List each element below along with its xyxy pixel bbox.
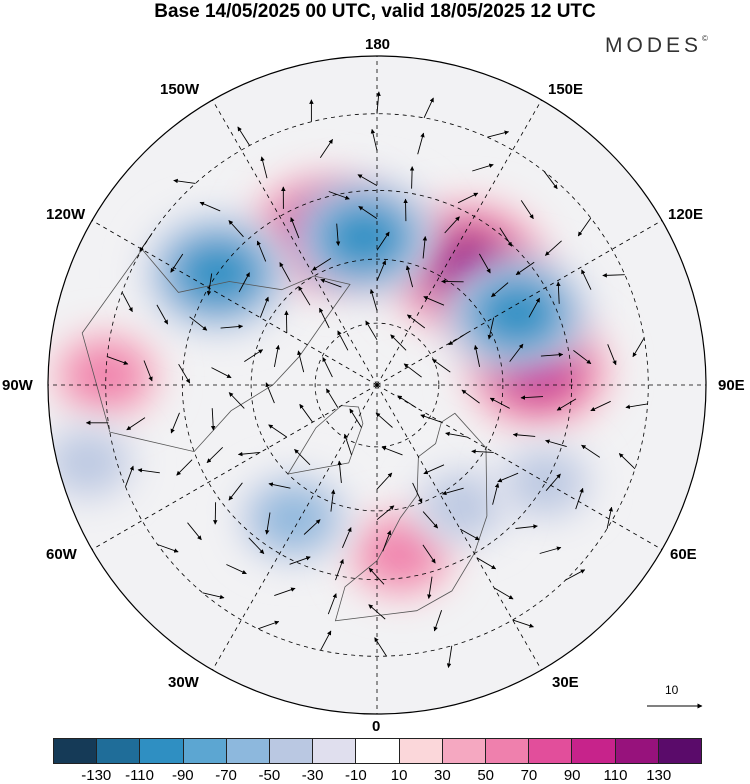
colorbar-tick-label: 70 bbox=[521, 767, 538, 784]
colorbar-tick-label: -130 bbox=[81, 767, 111, 784]
colorbar-tick-label: 90 bbox=[564, 767, 581, 784]
colorbar-bin-4 bbox=[227, 739, 270, 763]
reference-vector-label: 10 bbox=[665, 683, 678, 697]
lon-label-60w: 60W bbox=[46, 546, 77, 564]
anomaly-center-9 bbox=[414, 467, 511, 545]
colorbar-tick-label: -50 bbox=[258, 767, 280, 784]
colorbar-bin-2 bbox=[140, 739, 183, 763]
lon-label-0: 0 bbox=[372, 718, 380, 736]
lon-label-120e: 120E bbox=[668, 206, 703, 224]
colorbar-tick-label: 30 bbox=[434, 767, 451, 784]
lon-label-60e: 60E bbox=[670, 546, 697, 564]
anomaly-center-5 bbox=[287, 175, 440, 299]
colorbar-tick-label: -10 bbox=[345, 767, 367, 784]
colorbar-tick-label: 50 bbox=[477, 767, 494, 784]
colorbar-bin-0 bbox=[54, 739, 97, 763]
colorbar-tick-label: 130 bbox=[646, 767, 671, 784]
colorbar-bin-6 bbox=[313, 739, 356, 763]
colorbar-bin-11 bbox=[529, 739, 572, 763]
colorbar-bin-13 bbox=[616, 739, 659, 763]
lon-label-90e: 90E bbox=[718, 377, 745, 395]
colorbar-tick-label: -110 bbox=[125, 767, 154, 784]
colorbar-bin-14 bbox=[659, 739, 701, 763]
anomaly-center-8 bbox=[236, 472, 352, 566]
colorbar-tick-label: -30 bbox=[302, 767, 324, 784]
lon-label-150e: 150E bbox=[548, 81, 583, 99]
colorbar-tick-label: 110 bbox=[603, 767, 627, 784]
anomaly-center-6 bbox=[440, 252, 593, 376]
colorbar-bin-5 bbox=[270, 739, 313, 763]
anomaly-center-3 bbox=[48, 329, 164, 423]
colorbar-bin-8 bbox=[400, 739, 443, 763]
colorbar-bin-1 bbox=[97, 739, 140, 763]
colorbar-bin-3 bbox=[184, 739, 227, 763]
lon-label-30e: 30E bbox=[552, 674, 579, 692]
lon-label-120w: 120W bbox=[46, 206, 85, 224]
colorbar-bin-12 bbox=[572, 739, 615, 763]
lon-label-150w: 150W bbox=[160, 81, 199, 99]
lon-label-180: 180 bbox=[365, 36, 390, 54]
colorbar-bin-7 bbox=[356, 739, 399, 763]
colorbar-bin-9 bbox=[443, 739, 486, 763]
colorbar-tick-label: -90 bbox=[172, 767, 194, 784]
lon-label-90w: 90W bbox=[2, 377, 33, 395]
colorbar-tick-label: -70 bbox=[215, 767, 237, 784]
wind-vector-77 bbox=[412, 167, 413, 189]
colorbar bbox=[53, 738, 702, 764]
colorbar-tick-label: 10 bbox=[391, 767, 408, 784]
lon-label-30w: 30W bbox=[168, 674, 199, 692]
colorbar-bin-10 bbox=[486, 739, 529, 763]
